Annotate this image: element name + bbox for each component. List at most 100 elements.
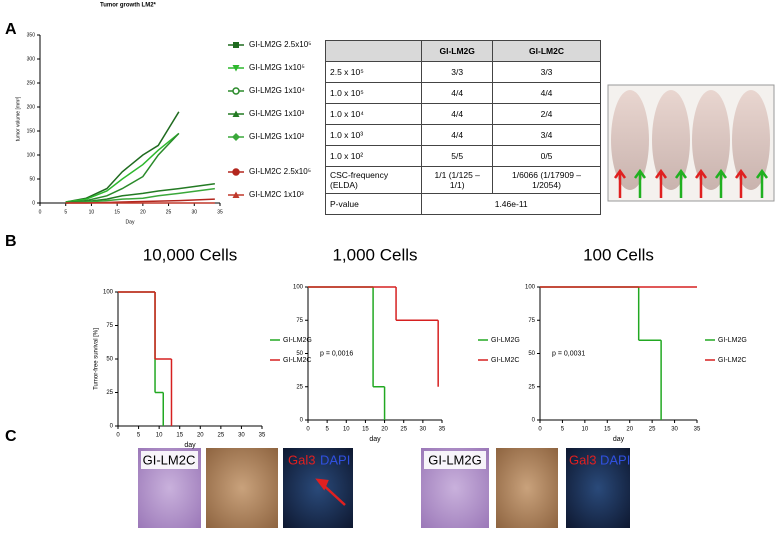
- y-tick-label: 0: [32, 200, 35, 206]
- x-tick-label: 30: [671, 427, 678, 433]
- x-tick-label: 15: [362, 427, 369, 433]
- data-line: [65, 187, 215, 204]
- table-row: 1.0 x 10² 5/5 0/5: [324, 145, 601, 167]
- annotation: p = 0,0016: [320, 350, 353, 357]
- legend-marker: [232, 65, 240, 72]
- panel-label: B: [5, 233, 17, 250]
- if-image: [283, 448, 353, 528]
- table-row: CSC-frequency (ELDA) 1/1 (1/125 – 1/1) 1/6…: [324, 166, 601, 194]
- table-row: 2.5 x 10⁵ 3/3 3/3: [324, 61, 601, 83]
- table-row: 1.0 x 10⁵ 4/4 4/4: [324, 82, 601, 104]
- y-axis-label: tumor volume [mm³]: [15, 96, 21, 141]
- stain-label: Gal3: [569, 452, 596, 467]
- y-tick-label: 75: [296, 318, 303, 324]
- x-tick-label: 10: [89, 209, 95, 215]
- y-tick-label: 250: [27, 80, 36, 86]
- y-tick-label: 0: [110, 424, 114, 430]
- x-tick-label: 5: [64, 209, 67, 215]
- legend-label: GI-LM2C 2.5x10⁵: [249, 167, 311, 176]
- table-cell: 4/4: [421, 103, 494, 125]
- mouse: [652, 90, 690, 190]
- y-tick-label: 25: [528, 384, 535, 390]
- x-tick-label: 20: [626, 427, 633, 433]
- mouse: [732, 90, 770, 190]
- ihc-image: [206, 448, 278, 528]
- panel-label: C: [5, 428, 17, 445]
- table-cell: 3/3: [492, 61, 601, 83]
- x-tick-label: 15: [176, 433, 183, 439]
- x-axis-label: day: [184, 442, 196, 449]
- table-cell: 1.0 x 10³: [324, 124, 423, 146]
- y-tick-label: 200: [27, 104, 36, 110]
- legend-label: GI-LM2C 1x10³: [249, 190, 304, 199]
- x-tick-label: 25: [649, 427, 656, 433]
- table-cell: 1.0 x 10⁴: [324, 103, 423, 125]
- x-axis-label: day: [613, 436, 625, 443]
- chart-title: 100 Cells: [583, 245, 654, 264]
- x-axis-label: Day: [126, 219, 135, 225]
- x-tick-label: 25: [218, 433, 225, 439]
- y-tick-label: 100: [525, 285, 536, 291]
- y-tick-label: 25: [106, 390, 113, 396]
- y-axis-label: Tumor-free survival [%]: [94, 328, 100, 390]
- table-cell: 3/3: [421, 61, 494, 83]
- x-tick-label: 0: [538, 427, 542, 433]
- mouse: [611, 90, 649, 190]
- y-tick-label: 350: [27, 32, 36, 38]
- x-tick-label: 15: [604, 427, 611, 433]
- y-tick-label: 0: [300, 418, 304, 424]
- x-tick-label: 0: [306, 427, 310, 433]
- x-tick-label: 25: [400, 427, 407, 433]
- mouse: [692, 90, 730, 190]
- chart-title: Tumor growth LM2*: [100, 3, 157, 9]
- y-tick-label: 50: [296, 351, 303, 357]
- results-table: GI-LM2G GI-LM2C 2.5 x 10⁵ 3/3 3/3 1.0 x 10⁵ 4/…: [324, 40, 601, 215]
- table-cell: GI-LM2C: [492, 40, 601, 62]
- table-cell: 1.46e-11: [421, 193, 601, 215]
- table-cell: 5/5: [421, 145, 494, 167]
- y-tick-label: 0: [532, 418, 536, 424]
- legend-marker: [233, 42, 239, 48]
- legend-label: GI-LM2C: [283, 357, 311, 364]
- legend-label: GI-LM2G: [491, 337, 520, 344]
- table-cell: 2/4: [492, 103, 601, 125]
- x-tick-label: 25: [166, 209, 172, 215]
- x-tick-label: 20: [381, 427, 388, 433]
- image-label: GI-LM2G: [428, 452, 481, 467]
- x-tick-label: 0: [39, 209, 42, 215]
- if-image: [566, 448, 630, 528]
- y-tick-label: 50: [29, 176, 35, 182]
- table-cell: 0/5: [492, 145, 601, 167]
- y-tick-label: 75: [528, 318, 535, 324]
- ihc-image: [496, 448, 558, 528]
- legend-label: GI-LM2G: [283, 337, 312, 344]
- x-tick-label: 35: [217, 209, 223, 215]
- legend-label: GI-LM2G: [718, 337, 747, 344]
- x-tick-label: 10: [156, 433, 163, 439]
- chart-title: 1,000 Cells: [332, 245, 417, 264]
- arrows: [613, 168, 769, 198]
- x-tick-label: 30: [192, 209, 198, 215]
- x-axis-label: day: [369, 436, 381, 443]
- table-cell: P-value: [324, 193, 423, 215]
- stain-label: DAPI: [600, 452, 630, 467]
- y-tick-label: 100: [27, 152, 36, 158]
- table-cell: CSC-frequency (ELDA): [324, 166, 423, 194]
- table-cell: 4/4: [421, 124, 494, 146]
- label-box: [141, 451, 198, 469]
- table-cell: 4/4: [492, 82, 601, 104]
- legend-label: GI-LM2G 1x10⁵: [249, 63, 305, 72]
- x-tick-label: 35: [439, 427, 446, 433]
- histology: GI-LM2C Gal3 DAPI GI-LM2G Gal3 DAPI: [138, 448, 630, 528]
- table-row: P-value 1.46e-11: [324, 193, 601, 215]
- legend-label: GI-LM2C: [491, 357, 519, 364]
- legend-marker: [232, 168, 240, 176]
- table-row: 1.0 x 10³ 4/4 3/4: [324, 124, 601, 146]
- x-tick-label: 20: [140, 209, 146, 215]
- table-row: 1.0 x 10⁴ 4/4 2/4: [324, 103, 601, 125]
- legend-marker: [232, 110, 240, 117]
- annotation: p = 0,0031: [552, 350, 585, 357]
- legend-label: GI-LM2G 2.5x10⁵: [249, 40, 311, 49]
